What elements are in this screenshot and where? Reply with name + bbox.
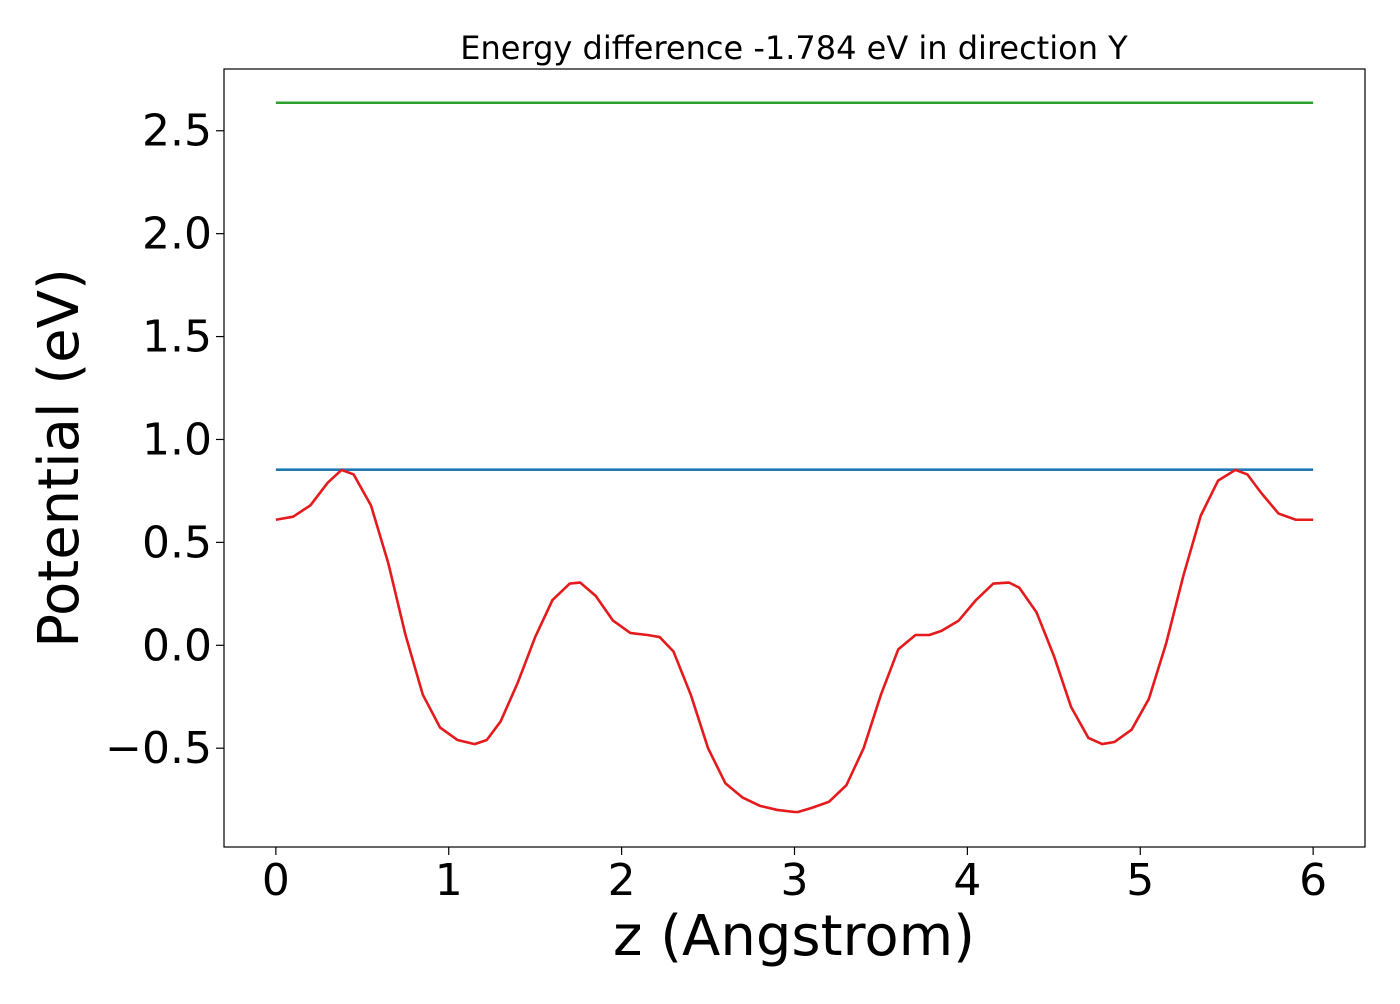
x-axis-label: z (Angstrom) [613,904,975,969]
y-tick-label: 2.0 [142,209,212,260]
y-tick-label: 0.0 [142,620,212,671]
plot-frame [223,68,1366,848]
series-line-2 [275,468,1314,814]
x-axis-ticks: 0 1 2 3 4 5 6 [262,847,1327,906]
y-axis-ticks: −0.5 0.0 0.5 1.0 1.5 2.0 2.5 [105,106,224,774]
x-tick-label: 3 [781,855,809,906]
y-tick-label: 1.5 [142,312,212,363]
x-tick-label: 6 [1299,855,1327,906]
y-tick-label: 2.5 [142,106,212,157]
y-tick-label: 1.0 [142,414,212,465]
y-axis-label: Potential (eV) [27,268,92,648]
chart-title: Energy difference -1.784 eV in direction… [460,29,1128,67]
y-tick-label: 0.5 [142,517,212,568]
x-tick-label: 2 [608,855,636,906]
y-tick-label: −0.5 [105,723,212,774]
x-tick-label: 0 [262,855,290,906]
x-tick-label: 4 [953,855,981,906]
series-layer [275,101,1314,814]
x-tick-label: 5 [1126,855,1154,906]
x-tick-label: 1 [435,855,463,906]
